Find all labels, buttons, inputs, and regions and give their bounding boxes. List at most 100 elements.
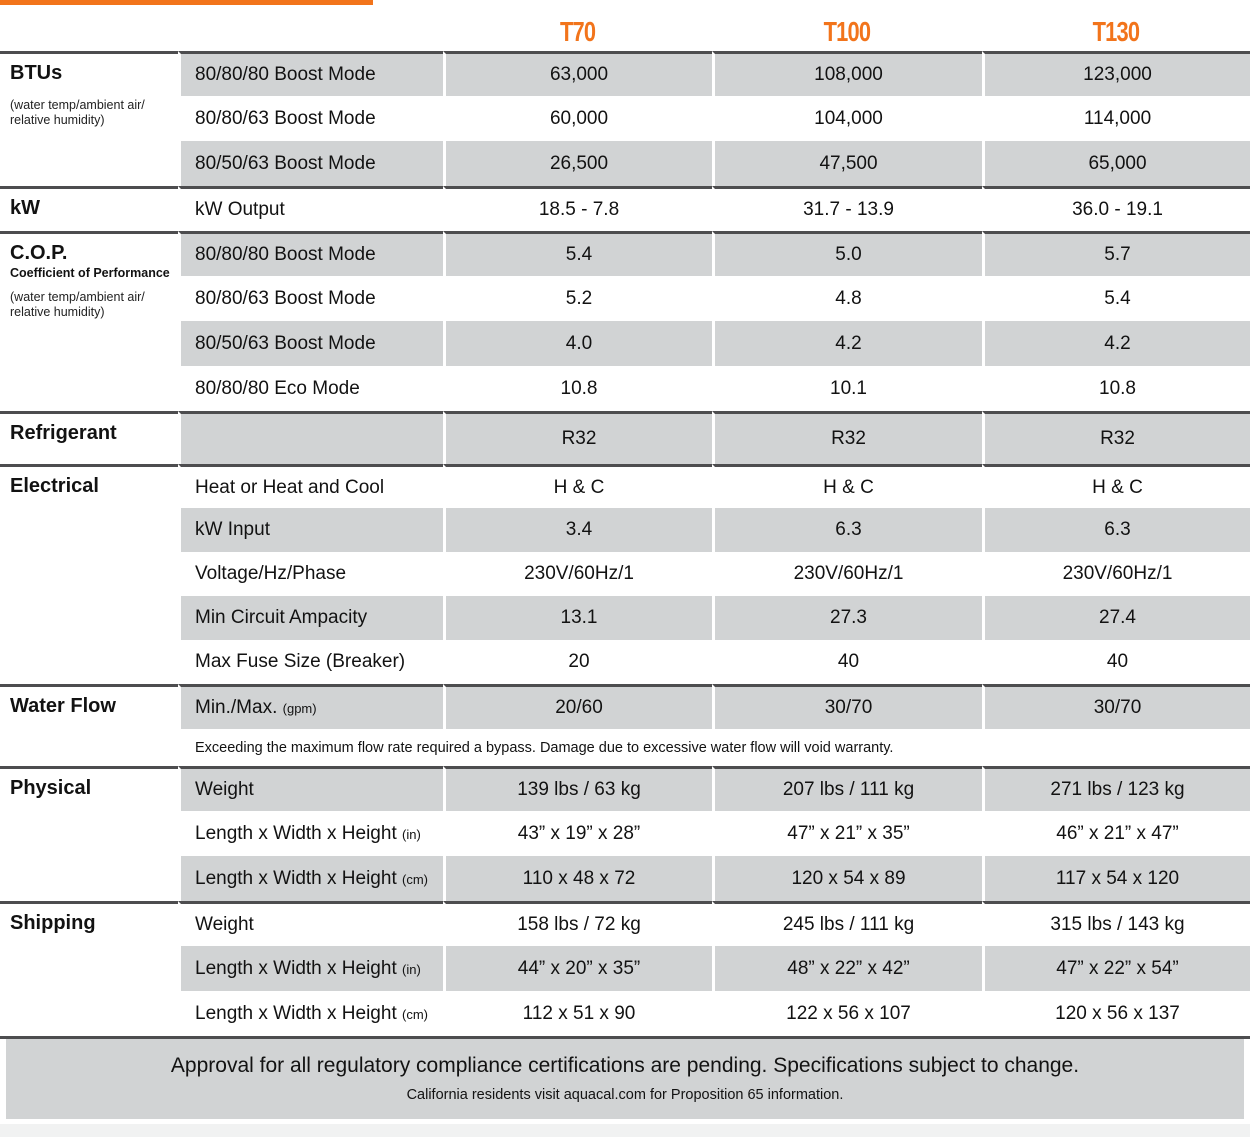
spec-value: 40	[982, 640, 1250, 684]
spec-value: 30/70	[712, 684, 982, 729]
spec-value: 31.7 - 13.9	[712, 186, 982, 231]
category-note: (water temp/ambient air/ relative humidi…	[10, 290, 145, 320]
category-note: (water temp/ambient air/ relative humidi…	[10, 98, 145, 127]
spec-label: Min Circuit Ampacity	[178, 596, 443, 640]
model-name-t100: T100	[823, 16, 871, 47]
spec-value: H & C	[982, 464, 1250, 508]
spec-value: R32	[443, 411, 712, 464]
spec-value: R32	[982, 411, 1250, 464]
spec-value: 5.2	[443, 276, 712, 321]
table-row: Refrigerant R32 R32 R32	[0, 411, 1250, 464]
spec-label: 80/80/80 Eco Mode	[178, 366, 443, 411]
category-cell-shipping: Shipping	[0, 901, 178, 1036]
category-title: Shipping	[10, 912, 96, 934]
spec-value: 60,000	[443, 96, 712, 141]
spec-value: 122 x 56 x 107	[712, 991, 982, 1036]
spec-value: 27.3	[712, 596, 982, 640]
spec-label: Voltage/Hz/Phase	[178, 552, 443, 596]
spec-label: 80/80/80 Boost Mode	[178, 51, 443, 96]
spec-value: 120 x 54 x 89	[712, 856, 982, 901]
category-title: Electrical	[10, 475, 99, 497]
spec-label: Weight	[178, 766, 443, 811]
table-row: Voltage/Hz/Phase 230V/60Hz/1 230V/60Hz/1…	[0, 552, 1250, 596]
spec-value: 114,000	[982, 96, 1250, 141]
spec-label-text: Length x Width x Height	[195, 957, 397, 979]
spec-value: 63,000	[443, 51, 712, 96]
spec-value: 139 lbs / 63 kg	[443, 766, 712, 811]
table-row: 80/50/63 Boost Mode 26,500 47,500 65,000	[0, 141, 1250, 186]
table-row: Length x Width x Height (cm) 110 x 48 x …	[0, 856, 1250, 901]
spec-label: kW Input	[178, 508, 443, 552]
spec-value: 44” x 20” x 35”	[443, 946, 712, 991]
table-row: 80/80/80 Eco Mode 10.8 10.1 10.8	[0, 366, 1250, 411]
spec-value: 48” x 22” x 42”	[712, 946, 982, 991]
model-header-t100: T100	[712, 16, 982, 51]
category-cell-water-flow: Water Flow	[0, 684, 178, 766]
spec-value: 43” x 19” x 28”	[443, 811, 712, 856]
spec-label: 80/80/63 Boost Mode	[178, 276, 443, 321]
spec-label: 80/80/63 Boost Mode	[178, 96, 443, 141]
spec-value: 207 lbs / 111 kg	[712, 766, 982, 811]
spec-value: 230V/60Hz/1	[443, 552, 712, 596]
spec-value: 110 x 48 x 72	[443, 856, 712, 901]
table-row: Length x Width x Height (cm) 112 x 51 x …	[0, 991, 1250, 1036]
spec-label-text: Length x Width x Height	[195, 1002, 397, 1024]
spec-value: 6.3	[982, 508, 1250, 552]
spec-value: 20/60	[443, 684, 712, 729]
spec-value: 108,000	[712, 51, 982, 96]
model-name-t70: T70	[559, 16, 596, 47]
table-row: Shipping Weight 158 lbs / 72 kg 245 lbs …	[0, 901, 1250, 1036]
spec-label-suffix: (cm)	[402, 1006, 428, 1022]
spec-label: Length x Width x Height (cm)	[178, 991, 443, 1036]
table-row: kW Input 3.4 6.3 6.3	[0, 508, 1250, 552]
spec-value: 46” x 21” x 47”	[982, 811, 1250, 856]
spec-value: R32	[712, 411, 982, 464]
spec-value: 120 x 56 x 137	[982, 991, 1250, 1036]
spec-label: Weight	[178, 901, 443, 946]
spec-label: Min./Max. (gpm)	[178, 684, 443, 729]
table-row: Electrical Heat or Heat and Cool H & C H…	[0, 464, 1250, 684]
spec-value: 10.8	[443, 366, 712, 411]
spec-value: 47,500	[712, 141, 982, 186]
model-header-t70: T70	[443, 16, 712, 51]
category-title: Water Flow	[10, 695, 116, 717]
table-row: Exceeding the maximum flow rate required…	[0, 729, 1250, 766]
table-row: 80/50/63 Boost Mode 4.0 4.2 4.2	[0, 321, 1250, 366]
table-row: Length x Width x Height (in) 43” x 19” x…	[0, 811, 1250, 856]
spec-label: Length x Width x Height (in)	[178, 946, 443, 991]
spec-value: H & C	[443, 464, 712, 508]
spec-label: kW Output	[178, 186, 443, 231]
spec-label-suffix: (in)	[402, 961, 421, 977]
orange-accent-bar	[0, 0, 373, 5]
spec-value: 3.4	[443, 508, 712, 552]
table-row: Physical Weight 139 lbs / 63 kg 207 lbs …	[0, 766, 1250, 901]
spec-value: 27.4	[982, 596, 1250, 640]
category-cell-electrical: Electrical	[0, 464, 178, 684]
category-title: Physical	[10, 777, 92, 799]
category-cell-physical: Physical	[0, 766, 178, 901]
spec-value: 158 lbs / 72 kg	[443, 901, 712, 946]
category-cell-btus: BTUs (water temp/ambient air/ relative h…	[0, 51, 178, 186]
category-title: C.O.P.	[10, 242, 68, 264]
bottom-strip	[0, 1124, 1250, 1137]
spec-label	[178, 411, 443, 464]
model-header-row: T70 T100 T130	[0, 0, 1250, 51]
spec-value: 30/70	[982, 684, 1250, 729]
footer-prop65-note: California residents visit aquacal.com f…	[406, 1087, 844, 1103]
table-row: Water Flow Min./Max. (gpm) 20/60 30/70 3…	[0, 684, 1250, 766]
table-row: Min Circuit Ampacity 13.1 27.3 27.4	[0, 596, 1250, 640]
spec-value: H & C	[712, 464, 982, 508]
footer-divider: Approval for all regulatory compliance c…	[0, 1036, 1250, 1119]
spec-label-suffix: (gpm)	[282, 701, 317, 716]
table-row: 80/80/63 Boost Mode 60,000 104,000 114,0…	[0, 96, 1250, 141]
spec-value: 6.3	[712, 508, 982, 552]
spec-label: Heat or Heat and Cool	[178, 464, 443, 508]
table-row: Max Fuse Size (Breaker) 20 40 40	[0, 640, 1250, 684]
table-row: BTUs (water temp/ambient air/ relative h…	[0, 51, 1250, 186]
spec-label-suffix: (in)	[402, 826, 421, 842]
footer-disclaimer: Approval for all regulatory compliance c…	[170, 1054, 1080, 1077]
spec-value: 10.1	[712, 366, 982, 411]
spec-value: 245 lbs / 111 kg	[712, 901, 982, 946]
water-flow-note: Exceeding the maximum flow rate required…	[178, 729, 1250, 766]
category-cell-cop: C.O.P. Coefficient of Performance (water…	[0, 231, 178, 411]
